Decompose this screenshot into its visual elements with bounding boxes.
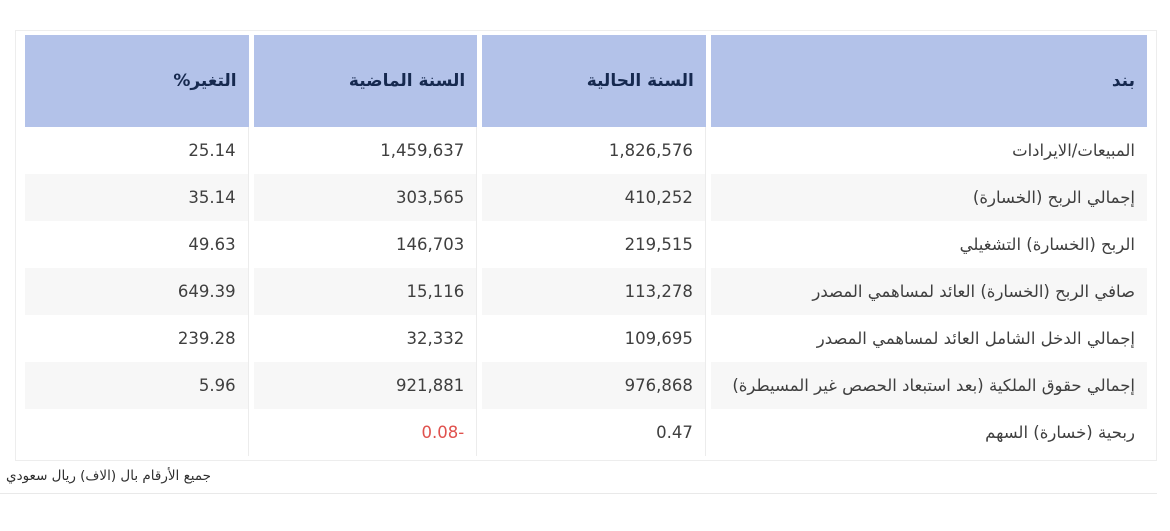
current-year-value: 976,868 [482,362,706,409]
table-row: إجمالي حقوق الملكية (بعد استبعاد الحصص غ… [25,362,1147,409]
change-pct-value: 35.14 [25,174,249,221]
change-pct-value: 649.39 [25,268,249,315]
change-pct-value: 5.96 [25,362,249,409]
current-year-value: 113,278 [482,268,706,315]
previous-year-value: -0.08 [253,409,478,456]
header-current-year: السنة الحالية [482,35,706,127]
previous-year-value: 146,703 [253,221,478,268]
previous-year-value: 921,881 [253,362,478,409]
current-year-value: 219,515 [482,221,706,268]
table-row: صافي الربح (الخسارة) العائد لمساهمي المص… [25,268,1147,315]
header-previous-year: السنة الماضية [253,35,478,127]
current-year-value: 410,252 [482,174,706,221]
item-cell: الربح (الخسارة) التشغيلي [710,221,1147,268]
item-cell: إجمالي حقوق الملكية (بعد استبعاد الحصص غ… [710,362,1147,409]
financial-results-card: بند السنة الحالية السنة الماضية التغير% … [15,30,1157,461]
table-row: إجمالي الدخل الشامل العائد لمساهمي المصد… [25,315,1147,362]
header-row: بند السنة الحالية السنة الماضية التغير% [25,35,1147,127]
table-row: إجمالي الربح (الخسارة) 410,252 303,565 3… [25,174,1147,221]
previous-year-value: 1,459,637 [253,127,478,174]
item-cell: إجمالي الربح (الخسارة) [710,174,1147,221]
header-item: بند [710,35,1147,127]
table-row: ربحية (خسارة) السهم 0.47 -0.08 [25,409,1147,456]
page: بند السنة الحالية السنة الماضية التغير% … [0,30,1157,494]
table-row: الربح (الخسارة) التشغيلي 219,515 146,703… [25,221,1147,268]
item-cell: صافي الربح (الخسارة) العائد لمساهمي المص… [710,268,1147,315]
item-cell: ربحية (خسارة) السهم [710,409,1147,456]
current-year-value: 0.47 [482,409,706,456]
item-cell: إجمالي الدخل الشامل العائد لمساهمي المصد… [710,315,1147,362]
change-pct-value: 49.63 [25,221,249,268]
current-year-value: 109,695 [482,315,706,362]
footnote: جميع الأرقام بال (الاف) ريال سعودي [0,461,1157,494]
header-change-pct: التغير% [25,35,249,127]
table-row: المبيعات/الايرادات 1,826,576 1,459,637 2… [25,127,1147,174]
financial-results-table: بند السنة الحالية السنة الماضية التغير% … [20,35,1152,456]
item-cell: المبيعات/الايرادات [710,127,1147,174]
change-pct-value: 239.28 [25,315,249,362]
change-pct-value [25,409,249,456]
previous-year-value: 303,565 [253,174,478,221]
current-year-value: 1,826,576 [482,127,706,174]
previous-year-value: 32,332 [253,315,478,362]
previous-year-value: 15,116 [253,268,478,315]
change-pct-value: 25.14 [25,127,249,174]
